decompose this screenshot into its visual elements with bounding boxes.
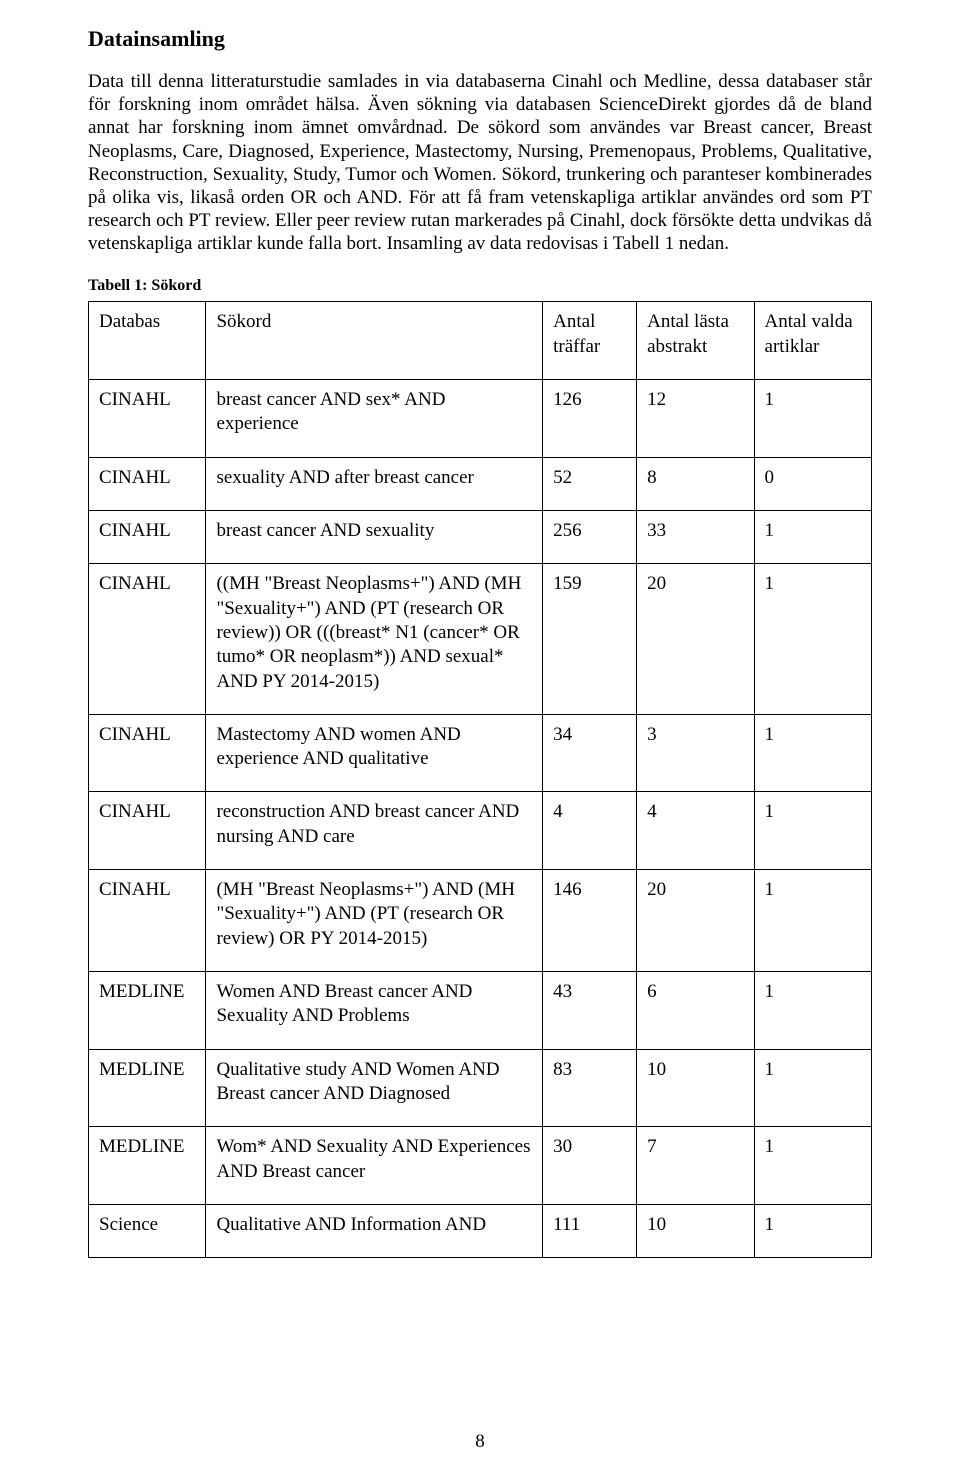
cell-sokord: Qualitative study AND Women AND Breast c… <box>206 1049 543 1127</box>
cell-traffar: 83 <box>543 1049 637 1127</box>
cell-sokord: (MH "Breast Neoplasms+") AND (MH "Sexual… <box>206 870 543 972</box>
cell-traffar: 126 <box>543 380 637 458</box>
cell-valda: 1 <box>754 792 871 870</box>
cell-databas: CINAHL <box>89 510 206 563</box>
cell-valda: 1 <box>754 870 871 972</box>
cell-databas: CINAHL <box>89 714 206 792</box>
cell-valda: 1 <box>754 1127 871 1205</box>
sokord-table: Databas Sökord Antal träffar Antal lästa… <box>88 301 872 1258</box>
document-page: Datainsamling Data till denna litteratur… <box>0 0 960 1471</box>
table-row: CINAHL reconstruction AND breast cancer … <box>89 792 872 870</box>
cell-lasta: 8 <box>637 457 754 510</box>
table-row: CINAHL breast cancer AND sexuality 256 3… <box>89 510 872 563</box>
cell-traffar: 34 <box>543 714 637 792</box>
cell-traffar: 30 <box>543 1127 637 1205</box>
table-header-row: Databas Sökord Antal träffar Antal lästa… <box>89 302 872 380</box>
cell-sokord: Women AND Breast cancer AND Sexuality AN… <box>206 972 543 1050</box>
table-row: CINAHL Mastectomy AND women AND experien… <box>89 714 872 792</box>
cell-valda: 1 <box>754 1204 871 1257</box>
cell-databas: MEDLINE <box>89 1127 206 1205</box>
section-title: Datainsamling <box>88 26 872 52</box>
cell-sokord: reconstruction AND breast cancer AND nur… <box>206 792 543 870</box>
cell-databas: MEDLINE <box>89 1049 206 1127</box>
cell-databas: CINAHL <box>89 792 206 870</box>
cell-sokord: sexuality AND after breast cancer <box>206 457 543 510</box>
table-row: CINAHL sexuality AND after breast cancer… <box>89 457 872 510</box>
table-row: MEDLINE Women AND Breast cancer AND Sexu… <box>89 972 872 1050</box>
cell-databas: CINAHL <box>89 564 206 715</box>
cell-lasta: 6 <box>637 972 754 1050</box>
cell-sokord: breast cancer AND sex* AND experience <box>206 380 543 458</box>
cell-databas: CINAHL <box>89 380 206 458</box>
cell-databas: Science <box>89 1204 206 1257</box>
cell-valda: 1 <box>754 1049 871 1127</box>
cell-valda: 1 <box>754 510 871 563</box>
col-header-lasta: Antal lästa abstrakt <box>637 302 754 380</box>
table-row: Science Qualitative AND Information AND … <box>89 1204 872 1257</box>
table-row: CINAHL ((MH "Breast Neoplasms+") AND (MH… <box>89 564 872 715</box>
col-header-databas: Databas <box>89 302 206 380</box>
cell-databas: MEDLINE <box>89 972 206 1050</box>
page-number: 8 <box>0 1431 960 1453</box>
cell-lasta: 3 <box>637 714 754 792</box>
cell-lasta: 20 <box>637 564 754 715</box>
col-header-traffar: Antal träffar <box>543 302 637 380</box>
cell-traffar: 52 <box>543 457 637 510</box>
col-header-valda: Antal valda artiklar <box>754 302 871 380</box>
cell-lasta: 10 <box>637 1049 754 1127</box>
cell-sokord: Mastectomy AND women AND experience AND … <box>206 714 543 792</box>
cell-traffar: 4 <box>543 792 637 870</box>
cell-lasta: 10 <box>637 1204 754 1257</box>
table-caption: Tabell 1: Sökord <box>88 277 872 295</box>
cell-traffar: 111 <box>543 1204 637 1257</box>
cell-traffar: 43 <box>543 972 637 1050</box>
cell-databas: CINAHL <box>89 457 206 510</box>
body-paragraph: Data till denna litteraturstudie samlade… <box>88 70 872 255</box>
cell-lasta: 12 <box>637 380 754 458</box>
cell-traffar: 146 <box>543 870 637 972</box>
cell-valda: 1 <box>754 972 871 1050</box>
cell-sokord: breast cancer AND sexuality <box>206 510 543 563</box>
col-header-sokord: Sökord <box>206 302 543 380</box>
cell-lasta: 20 <box>637 870 754 972</box>
table-row: MEDLINE Qualitative study AND Women AND … <box>89 1049 872 1127</box>
cell-lasta: 33 <box>637 510 754 563</box>
cell-sokord: Qualitative AND Information AND <box>206 1204 543 1257</box>
cell-valda: 0 <box>754 457 871 510</box>
cell-traffar: 256 <box>543 510 637 563</box>
cell-sokord: Wom* AND Sexuality AND Experiences AND B… <box>206 1127 543 1205</box>
cell-lasta: 7 <box>637 1127 754 1205</box>
cell-databas: CINAHL <box>89 870 206 972</box>
cell-sokord: ((MH "Breast Neoplasms+") AND (MH "Sexua… <box>206 564 543 715</box>
cell-traffar: 159 <box>543 564 637 715</box>
table-row: CINAHL breast cancer AND sex* AND experi… <box>89 380 872 458</box>
cell-lasta: 4 <box>637 792 754 870</box>
cell-valda: 1 <box>754 380 871 458</box>
table-row: CINAHL (MH "Breast Neoplasms+") AND (MH … <box>89 870 872 972</box>
cell-valda: 1 <box>754 714 871 792</box>
table-row: MEDLINE Wom* AND Sexuality AND Experienc… <box>89 1127 872 1205</box>
cell-valda: 1 <box>754 564 871 715</box>
